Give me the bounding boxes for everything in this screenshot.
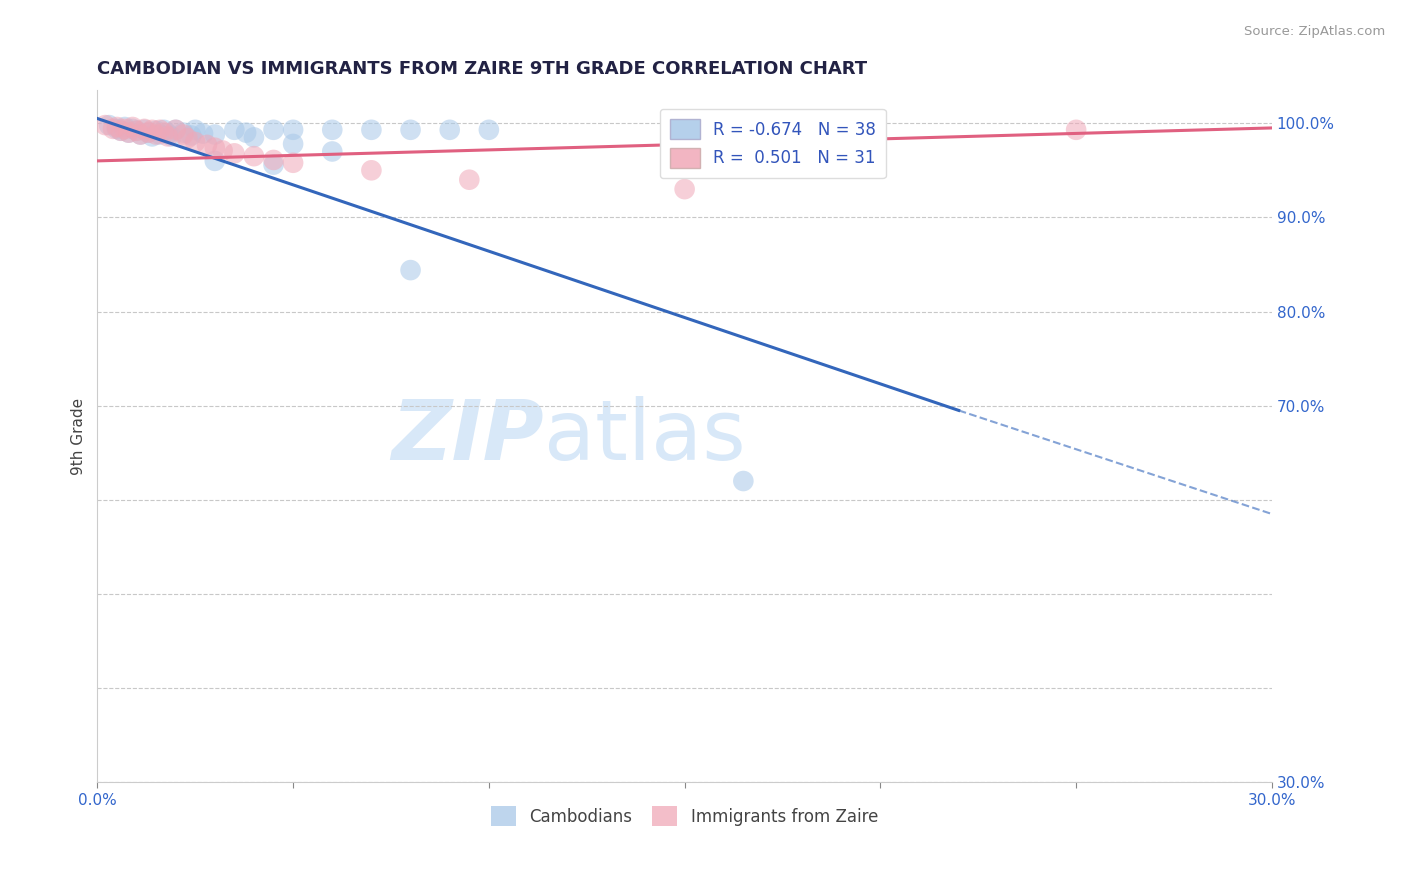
Point	[173, 126, 195, 140]
Point	[110, 124, 132, 138]
Point	[399, 263, 422, 277]
Point	[263, 153, 285, 167]
Point	[114, 121, 136, 136]
Point	[321, 145, 343, 159]
Point	[211, 144, 233, 158]
Point	[149, 128, 172, 142]
Point	[165, 123, 187, 137]
Point	[263, 123, 285, 137]
Point	[224, 123, 246, 137]
Point	[129, 128, 152, 142]
Point	[184, 123, 207, 137]
Point	[153, 123, 176, 137]
Point	[145, 128, 167, 142]
Point	[360, 163, 382, 178]
Point	[118, 126, 141, 140]
Point	[114, 120, 136, 134]
Point	[121, 121, 143, 136]
Point	[129, 128, 152, 142]
Point	[149, 123, 172, 137]
Point	[136, 126, 159, 140]
Point	[243, 130, 266, 145]
Point	[263, 158, 285, 172]
Point	[121, 120, 143, 134]
Point	[141, 123, 163, 137]
Point	[195, 137, 218, 152]
Point	[125, 124, 148, 138]
Point	[281, 123, 304, 137]
Point	[98, 118, 121, 132]
Text: ZIP: ZIP	[391, 396, 544, 477]
Point	[125, 124, 148, 138]
Point	[673, 182, 696, 196]
Point	[105, 121, 128, 136]
Point	[94, 118, 117, 132]
Point	[134, 123, 156, 137]
Point	[134, 121, 156, 136]
Point	[184, 135, 207, 149]
Point	[173, 128, 195, 142]
Point	[224, 146, 246, 161]
Point	[105, 120, 128, 134]
Point	[235, 126, 257, 140]
Point	[191, 127, 214, 141]
Point	[141, 129, 163, 144]
Text: Source: ZipAtlas.com: Source: ZipAtlas.com	[1244, 25, 1385, 38]
Point	[478, 123, 501, 137]
Point	[243, 149, 266, 163]
Y-axis label: 9th Grade: 9th Grade	[72, 398, 86, 475]
Text: atlas: atlas	[544, 396, 745, 477]
Point	[360, 123, 382, 137]
Point	[118, 126, 141, 140]
Point	[1064, 123, 1087, 137]
Point	[145, 124, 167, 138]
Point	[136, 126, 159, 140]
Point	[156, 129, 179, 144]
Point	[733, 474, 755, 488]
Legend: Cambodians, Immigrants from Zaire: Cambodians, Immigrants from Zaire	[485, 799, 884, 833]
Point	[321, 123, 343, 137]
Point	[176, 131, 198, 145]
Point	[180, 128, 202, 143]
Point	[399, 123, 422, 137]
Point	[160, 129, 183, 144]
Point	[204, 153, 226, 168]
Point	[156, 127, 179, 141]
Point	[165, 123, 187, 137]
Text: CAMBODIAN VS IMMIGRANTS FROM ZAIRE 9TH GRADE CORRELATION CHART: CAMBODIAN VS IMMIGRANTS FROM ZAIRE 9TH G…	[97, 60, 868, 78]
Point	[204, 141, 226, 155]
Point	[439, 123, 461, 137]
Point	[281, 155, 304, 169]
Point	[101, 121, 124, 136]
Point	[204, 128, 226, 142]
Point	[110, 124, 132, 138]
Point	[281, 136, 304, 151]
Point	[458, 172, 481, 186]
Point	[153, 126, 176, 140]
